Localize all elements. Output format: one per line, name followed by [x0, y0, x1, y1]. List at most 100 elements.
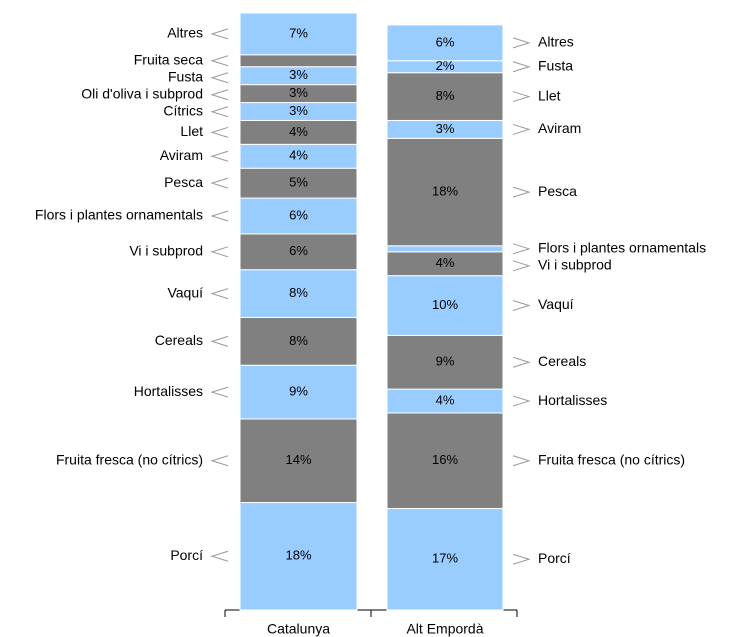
label-arrow [210, 106, 229, 118]
label-arrow [512, 395, 531, 407]
label-arrow [210, 288, 229, 300]
label-arrow [512, 61, 531, 73]
bar-segment [239, 233, 358, 271]
label-arrow [210, 246, 229, 258]
value-label: 4% [436, 392, 455, 407]
bar-segment [239, 269, 358, 318]
segment-label: Fruita fresca (no cítrics) [56, 451, 203, 467]
segment-label: Oli d'oliva i subprod [81, 85, 203, 101]
label-arrow [512, 37, 531, 49]
value-label: 6% [289, 207, 308, 222]
segment-label: Vi i subprod [129, 243, 203, 259]
value-label: 16% [432, 452, 458, 467]
segment-label: Fruita fresca (no cítrics) [538, 451, 685, 467]
segment-label: Cereals [155, 332, 203, 348]
value-label: 8% [289, 333, 308, 348]
value-label: 8% [289, 285, 308, 300]
label-arrow [210, 455, 229, 467]
segment-label: Fruita seca [134, 51, 203, 67]
segment-label: Vi i subprod [538, 257, 612, 273]
label-arrow [512, 455, 531, 467]
bar-segment [386, 245, 504, 253]
value-label: 9% [436, 354, 455, 369]
bar-segment [386, 137, 504, 247]
value-label: 4% [289, 148, 308, 163]
segment-label: Flors i plantes ornamentals [538, 240, 706, 256]
segment-label: Hortalisses [134, 383, 203, 399]
bar-segment [239, 364, 358, 420]
bar-segment [239, 54, 358, 68]
segment-label: Altres [167, 25, 203, 41]
value-label: 2% [436, 58, 455, 73]
value-label: 10% [432, 297, 458, 312]
value-label: 4% [289, 124, 308, 139]
segment-label: Hortalisses [538, 392, 607, 408]
label-arrow [512, 356, 531, 368]
bar-segment [239, 418, 358, 504]
segment-label: Fusta [538, 57, 573, 73]
segment-label: Cítrics [163, 102, 203, 118]
value-label: 14% [285, 452, 311, 467]
value-label: 3% [289, 103, 308, 118]
label-arrow [210, 89, 229, 101]
segment-label: Llet [180, 123, 203, 139]
segment-label: Aviram [160, 147, 203, 163]
segment-label: Aviram [538, 120, 581, 136]
label-arrow [210, 177, 229, 189]
label-arrow [210, 210, 229, 222]
value-label: 3% [289, 67, 308, 82]
bar-segment [386, 24, 504, 62]
segment-label: Porcí [538, 550, 571, 566]
bar-segment [239, 12, 358, 56]
label-arrow [512, 300, 531, 312]
bar-segment [386, 508, 504, 611]
segment-label: Pesca [538, 183, 577, 199]
x-tick-label: Catalunya [267, 621, 330, 637]
label-arrow [210, 335, 229, 347]
value-label: 8% [436, 88, 455, 103]
value-label: 17% [432, 551, 458, 566]
value-label: 3% [289, 85, 308, 100]
segment-label: Vaquí [167, 284, 203, 300]
label-arrow [210, 150, 229, 162]
segment-label: Pesca [164, 174, 203, 190]
label-arrow [512, 243, 531, 255]
value-label: 5% [289, 175, 308, 190]
segment-label: Altres [538, 34, 574, 50]
label-arrow [512, 123, 531, 135]
bar-segment [386, 72, 504, 121]
segment-label: Porcí [170, 547, 203, 563]
segment-label: Cereals [538, 353, 586, 369]
label-arrow [210, 386, 229, 398]
value-label: 7% [289, 25, 308, 40]
bar-segment [239, 197, 358, 235]
x-tick-label: Alt Empordà [406, 621, 483, 637]
value-label: 18% [285, 548, 311, 563]
bar-segment [239, 502, 358, 611]
label-arrow [210, 550, 229, 562]
value-label: 6% [436, 34, 455, 49]
value-label: 3% [436, 121, 455, 136]
segment-label: Llet [538, 87, 561, 103]
label-arrow [210, 55, 229, 67]
bar-segment [386, 412, 504, 510]
bar-segment [239, 316, 358, 366]
label-arrow [210, 126, 229, 138]
label-arrow [512, 553, 531, 565]
label-arrow [210, 72, 229, 84]
label-arrow [512, 260, 531, 272]
value-label: 9% [289, 384, 308, 399]
label-arrow [210, 28, 229, 40]
segment-label: Fusta [168, 68, 203, 84]
value-label: 18% [432, 184, 458, 199]
label-arrow [512, 91, 531, 103]
segment-label: Vaquí [538, 296, 574, 312]
value-label: 4% [436, 255, 455, 270]
segment-label: Flors i plantes ornamentals [35, 207, 203, 223]
label-arrow [512, 186, 531, 198]
bar-segment [386, 275, 504, 336]
value-label: 6% [289, 243, 308, 258]
bar-segment [239, 167, 358, 199]
bar-segment [386, 334, 504, 390]
